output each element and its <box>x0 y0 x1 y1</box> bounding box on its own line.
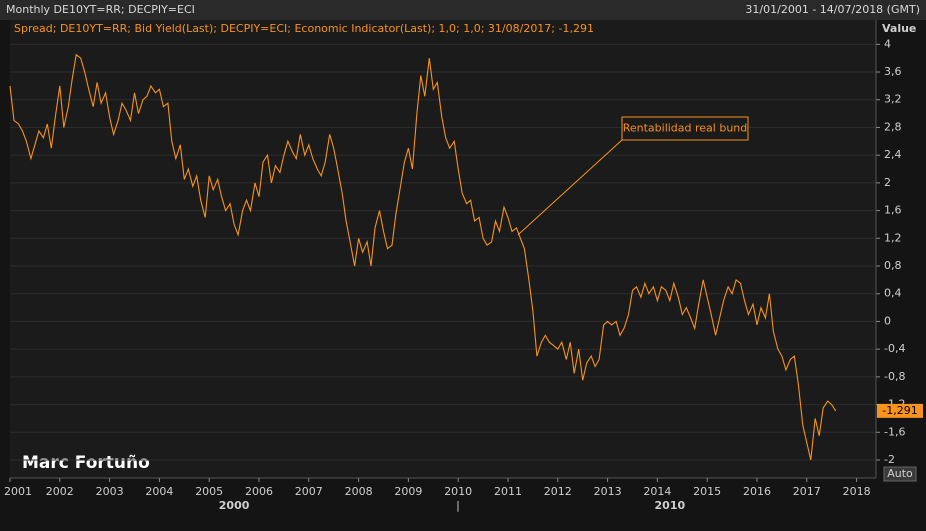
watermark: Marc Fortuño <box>22 453 150 473</box>
x-tick-label: 2012 <box>544 485 572 498</box>
annotation-text: Rentabilidad real bund <box>623 122 748 135</box>
y-tick-label: 0,4 <box>884 287 902 300</box>
x-tick-label: 2008 <box>345 485 373 498</box>
plot-area <box>10 20 876 478</box>
y-tick-label: 2 <box>884 176 891 189</box>
legend-text: Spread; DE10YT=RR; Bid Yield(Last); DECP… <box>14 22 594 35</box>
y-tick-label: 1,2 <box>884 231 902 244</box>
auto-button-label[interactable]: Auto <box>887 467 913 480</box>
y-tick-label: 1,6 <box>884 204 902 217</box>
x-tick-label: 2015 <box>693 485 721 498</box>
x-group-label: 2000 <box>219 499 250 512</box>
x-tick-label: 2010 <box>444 485 472 498</box>
y-tick-label: 2,4 <box>884 148 902 161</box>
y-tick-label: 0,8 <box>884 259 902 272</box>
x-tick-label: 2013 <box>594 485 622 498</box>
y-tick-label: 3,6 <box>884 65 902 78</box>
x-tick-label: 2014 <box>643 485 671 498</box>
x-tick-label: 2009 <box>394 485 422 498</box>
x-group-label: 2010 <box>655 499 686 512</box>
auto-button[interactable]: Auto <box>883 466 917 482</box>
last-value-label: -1,291 <box>882 404 917 417</box>
header-bar <box>0 0 926 20</box>
series-line <box>9 53 837 461</box>
y-tick-label: -0,4 <box>884 342 905 355</box>
last-value-marker <box>877 403 923 418</box>
auto-button-box[interactable] <box>883 466 917 482</box>
y-tick-label: 2,8 <box>884 120 902 133</box>
x-tick-label: 2016 <box>743 485 771 498</box>
x-tick-label: 2004 <box>145 485 173 498</box>
y-tick-label: -1,6 <box>884 425 905 438</box>
x-tick-label: 2005 <box>195 485 223 498</box>
annotation-box <box>621 116 749 141</box>
decade-separator: | <box>456 499 460 512</box>
x-tick-label: 2006 <box>245 485 273 498</box>
y-tick-label: -0,8 <box>884 370 905 383</box>
y-tick-label: -2 <box>884 453 895 466</box>
x-tick-label: 2011 <box>494 485 522 498</box>
y-tick-label: 4 <box>884 37 891 50</box>
header-range: 31/01/2001 - 14/07/2018 (GMT) <box>745 3 920 16</box>
x-tick-label: 2018 <box>843 485 871 498</box>
y-tick-label: 3,2 <box>884 93 902 106</box>
y-tick-label: 0 <box>884 314 891 327</box>
y-axis-label: Value <box>882 22 916 35</box>
x-tick-label: 2002 <box>46 485 74 498</box>
annotation-leader <box>517 139 623 236</box>
x-tick-label: 2003 <box>96 485 124 498</box>
header-title: Monthly DE10YT=RR; DECPIY=ECI <box>6 3 195 16</box>
x-tick-label: 2017 <box>793 485 821 498</box>
x-tick-label: 2007 <box>295 485 323 498</box>
x-tick-label: 2001 <box>4 485 32 498</box>
